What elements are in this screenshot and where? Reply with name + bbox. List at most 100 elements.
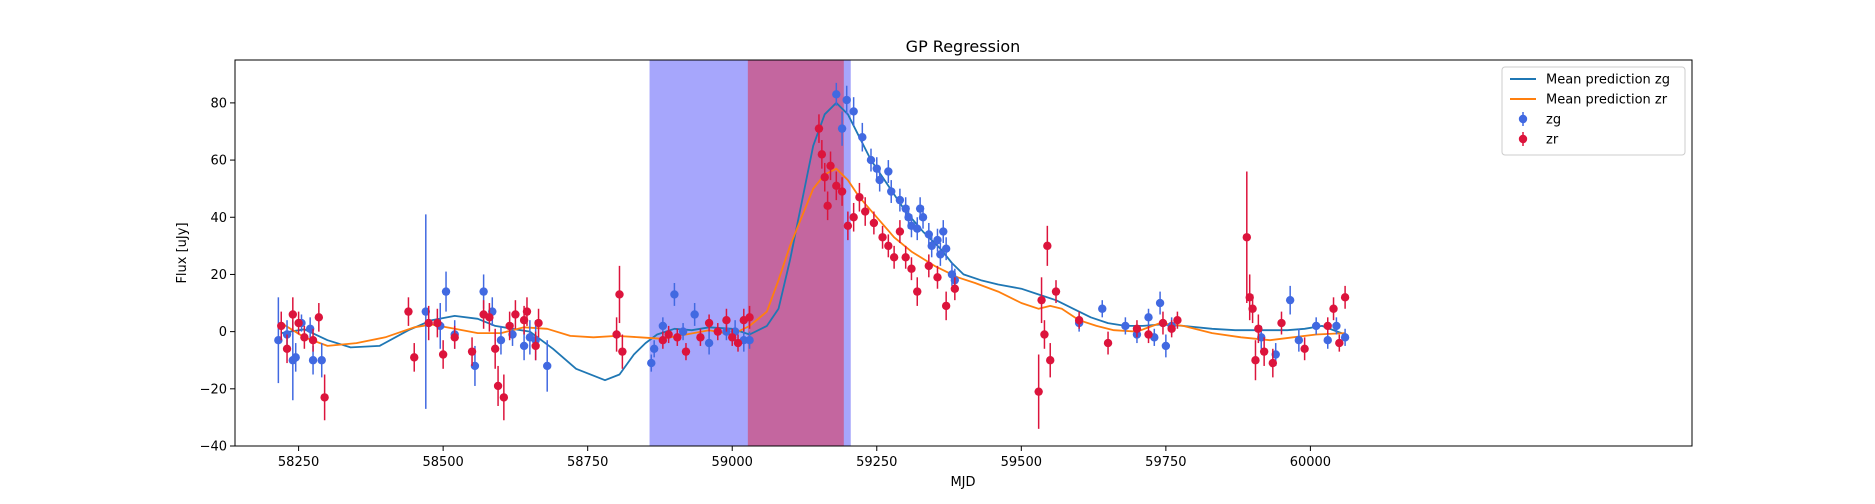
legend-marker-swatch [1519, 135, 1527, 143]
legend-label: Mean prediction zg [1546, 73, 1670, 88]
data-point [500, 393, 508, 401]
data-point [292, 353, 300, 361]
data-point [705, 319, 713, 327]
data-point [1324, 322, 1332, 330]
data-point [670, 290, 678, 298]
data-point [951, 285, 959, 293]
data-point [664, 330, 672, 338]
data-point [745, 313, 753, 321]
data-point [1329, 305, 1337, 313]
data-point [647, 359, 655, 367]
data-point [1159, 319, 1167, 327]
data-point [439, 350, 447, 358]
x-tick-label: 60000 [1290, 455, 1331, 470]
data-point [1286, 296, 1294, 304]
shaded-region-2 [748, 60, 844, 446]
data-point [1040, 330, 1048, 338]
data-point [913, 224, 921, 232]
data-point [1034, 387, 1042, 395]
data-point [424, 319, 432, 327]
data-point [942, 245, 950, 253]
data-point [913, 287, 921, 295]
y-tick-label: 40 [210, 211, 227, 226]
data-point [821, 173, 829, 181]
x-tick-label: 59750 [1145, 455, 1186, 470]
x-tick-label: 58500 [422, 455, 463, 470]
data-point [705, 339, 713, 347]
data-point [300, 333, 308, 341]
data-point [1324, 336, 1332, 344]
data-point [289, 310, 297, 318]
x-axis-label: MJD [950, 475, 975, 490]
data-point [612, 330, 620, 338]
data-point [511, 310, 519, 318]
data-point [309, 336, 317, 344]
data-point [1162, 342, 1170, 350]
data-point [1144, 313, 1152, 321]
data-point [823, 202, 831, 210]
data-point [1269, 359, 1277, 367]
data-point [1167, 325, 1175, 333]
data-point [615, 290, 623, 298]
data-point [505, 322, 513, 330]
y-tick-label: 80 [210, 96, 227, 111]
data-point [849, 107, 857, 115]
data-point [479, 287, 487, 295]
y-tick-label: 60 [210, 154, 227, 169]
x-tick-label: 59500 [1001, 455, 1042, 470]
data-point [690, 310, 698, 318]
data-point [523, 307, 531, 315]
data-point [939, 227, 947, 235]
y-tick-label: −40 [200, 440, 227, 455]
data-point [451, 333, 459, 341]
data-point [650, 345, 658, 353]
data-point [1341, 293, 1349, 301]
data-point [494, 382, 502, 390]
data-point [433, 319, 441, 327]
y-tick-label: 0 [219, 325, 227, 340]
legend-label: zr [1546, 133, 1559, 148]
data-point [696, 333, 704, 341]
data-point [1254, 325, 1262, 333]
y-axis-label: Flux [uJy] [175, 222, 190, 283]
data-point [283, 345, 291, 353]
legend-label: Mean prediction zr [1546, 93, 1668, 108]
data-point [673, 333, 681, 341]
data-point [1046, 356, 1054, 364]
data-point [818, 150, 826, 158]
data-point [861, 207, 869, 215]
data-point [1277, 319, 1285, 327]
data-point [491, 345, 499, 353]
data-point [925, 262, 933, 270]
data-point [1156, 299, 1164, 307]
data-point [870, 219, 878, 227]
data-point [485, 313, 493, 321]
data-point [531, 342, 539, 350]
data-point [1173, 316, 1181, 324]
data-point [734, 339, 742, 347]
data-point [884, 242, 892, 250]
x-tick-label: 58750 [567, 455, 608, 470]
data-point [1043, 242, 1051, 250]
data-point [442, 287, 450, 295]
data-point [618, 347, 626, 355]
data-point [320, 393, 328, 401]
data-point [838, 187, 846, 195]
data-point [1144, 330, 1152, 338]
data-point [309, 356, 317, 364]
data-point [875, 176, 883, 184]
data-point [1098, 305, 1106, 313]
data-point [1052, 287, 1060, 295]
data-point [1312, 322, 1320, 330]
data-point [1133, 325, 1141, 333]
data-point [1248, 305, 1256, 313]
data-point [1037, 296, 1045, 304]
data-point [832, 90, 840, 98]
data-point [933, 273, 941, 281]
data-point [722, 316, 730, 324]
data-point [659, 322, 667, 330]
data-point [878, 233, 886, 241]
data-point [1243, 233, 1251, 241]
